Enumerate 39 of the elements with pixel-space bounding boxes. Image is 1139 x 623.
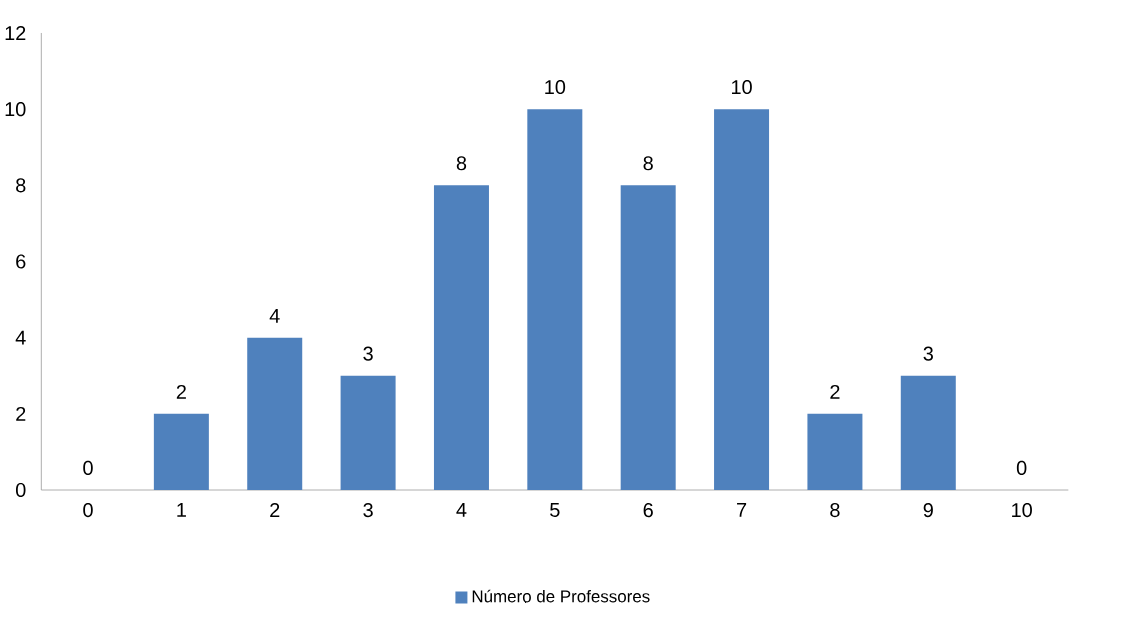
data-label: 2 <box>830 384 840 399</box>
bar <box>807 413 863 490</box>
x-tick-label: 2 <box>270 503 280 517</box>
x-tick-label: 3 <box>363 503 373 518</box>
data-label: 4 <box>269 308 280 323</box>
y-tick-label: 12 <box>5 26 26 40</box>
data-label: 8 <box>643 156 653 171</box>
bar <box>433 185 489 490</box>
data-label: 10 <box>545 80 566 95</box>
y-tick-label: 0 <box>15 482 26 498</box>
x-tick-label: 7 <box>737 503 747 517</box>
bar <box>527 109 583 490</box>
bar <box>247 337 303 490</box>
y-tick-label: 4 <box>15 330 26 345</box>
x-tick-label: 6 <box>643 503 653 518</box>
data-label: 8 <box>456 156 467 171</box>
x-tick-label: 10 <box>1012 503 1032 518</box>
bar <box>714 109 770 490</box>
bar <box>900 375 956 490</box>
x-tick-label: 9 <box>923 503 933 518</box>
legend-label: Número de Professores <box>472 589 650 603</box>
data-label: 0 <box>83 460 93 475</box>
y-tick-label: 6 <box>16 254 26 269</box>
x-tick-label: 5 <box>550 503 560 517</box>
y-tick-label: 10 <box>5 102 26 117</box>
x-tick-label: 4 <box>456 503 467 517</box>
x-tick-label: 1 <box>177 503 186 517</box>
x-tick-label: 0 <box>83 503 93 518</box>
x-tick-label: 8 <box>830 503 840 518</box>
data-label: 3 <box>363 346 373 361</box>
y-tick-label: 2 <box>16 406 26 421</box>
y-tick-label: 8 <box>16 178 26 193</box>
data-label: 10 <box>732 80 752 95</box>
bar <box>620 185 676 490</box>
bar <box>153 413 209 490</box>
data-label: 3 <box>923 346 933 361</box>
bar <box>340 375 396 490</box>
data-label: 2 <box>176 384 186 399</box>
data-label: 0 <box>1016 460 1027 475</box>
